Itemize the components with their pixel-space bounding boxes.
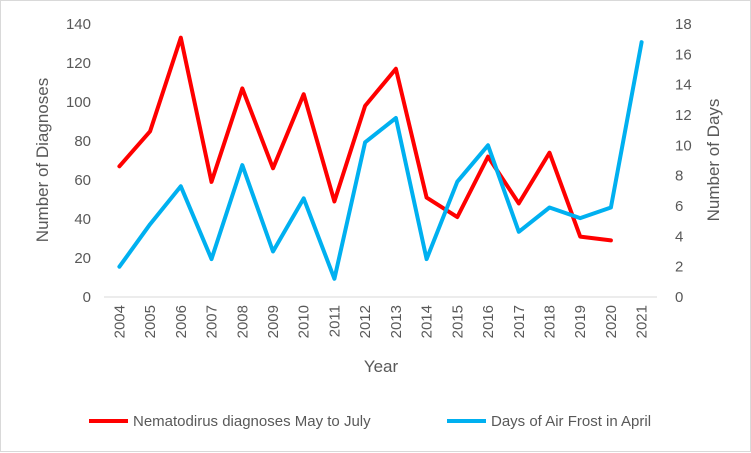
x-tick-label: 2010 (296, 305, 313, 338)
series-line-nematodirus (117, 35, 613, 243)
left-axis-ticks: 0 20 40 60 80 100 120 140 (66, 16, 91, 306)
x-axis-ticks: 2004 2005 2006 2007 2008 2009 2010 2011 2012 2013… (111, 305, 650, 338)
x-tick-label: 2016 (480, 305, 497, 338)
left-tick-label: 60 (74, 172, 91, 189)
legend-label-nematodirus: Nematodirus diagnoses May to July (133, 413, 371, 430)
right-axis-ticks: 0 2 4 6 8 10 12 14 16 18 (675, 16, 692, 306)
x-tick-label: 2013 (388, 305, 405, 338)
right-tick-label: 10 (675, 137, 692, 154)
right-tick-label: 0 (675, 289, 683, 306)
left-tick-label: 100 (66, 94, 91, 111)
x-tick-label: 2008 (234, 305, 251, 338)
right-axis-title: Number of Days (704, 99, 723, 222)
x-tick-label: 2018 (541, 305, 558, 338)
x-tick-label: 2019 (572, 305, 589, 338)
x-tick-label: 2009 (265, 305, 282, 338)
x-tick-label: 2017 (511, 305, 528, 338)
right-tick-label: 4 (675, 228, 683, 245)
left-tick-label: 140 (66, 16, 91, 33)
legend-label-air-frost: Days of Air Frost in April (491, 413, 651, 430)
x-tick-label: 2011 (326, 305, 343, 337)
right-tick-label: 8 (675, 168, 683, 185)
left-tick-label: 120 (66, 55, 91, 72)
x-tick-label: 2015 (449, 305, 466, 338)
x-tick-label: 2006 (173, 305, 190, 338)
left-axis-title: Number of Diagnoses (33, 78, 52, 242)
left-tick-label: 40 (74, 211, 91, 228)
legend: Nematodirus diagnoses May to July Days o… (89, 413, 651, 430)
right-tick-label: 14 (675, 77, 692, 94)
left-tick-label: 20 (74, 250, 91, 267)
x-tick-label: 2012 (357, 305, 374, 338)
x-tick-label: 2007 (204, 305, 221, 338)
x-tick-label: 2020 (603, 305, 620, 338)
left-tick-label: 0 (83, 289, 91, 306)
left-tick-label: 80 (74, 133, 91, 150)
right-tick-label: 16 (675, 46, 692, 63)
x-tick-label: 2021 (634, 305, 651, 338)
right-tick-label: 12 (675, 107, 692, 124)
x-axis-title: Year (364, 357, 399, 376)
x-tick-label: 2004 (111, 305, 128, 338)
right-tick-label: 18 (675, 16, 692, 33)
x-tick-label: 2014 (419, 305, 436, 338)
series-lines (117, 35, 644, 281)
x-tick-label: 2005 (142, 305, 159, 338)
right-tick-label: 6 (675, 198, 683, 215)
series-line-air-frost (117, 40, 644, 281)
right-tick-label: 2 (675, 259, 683, 276)
